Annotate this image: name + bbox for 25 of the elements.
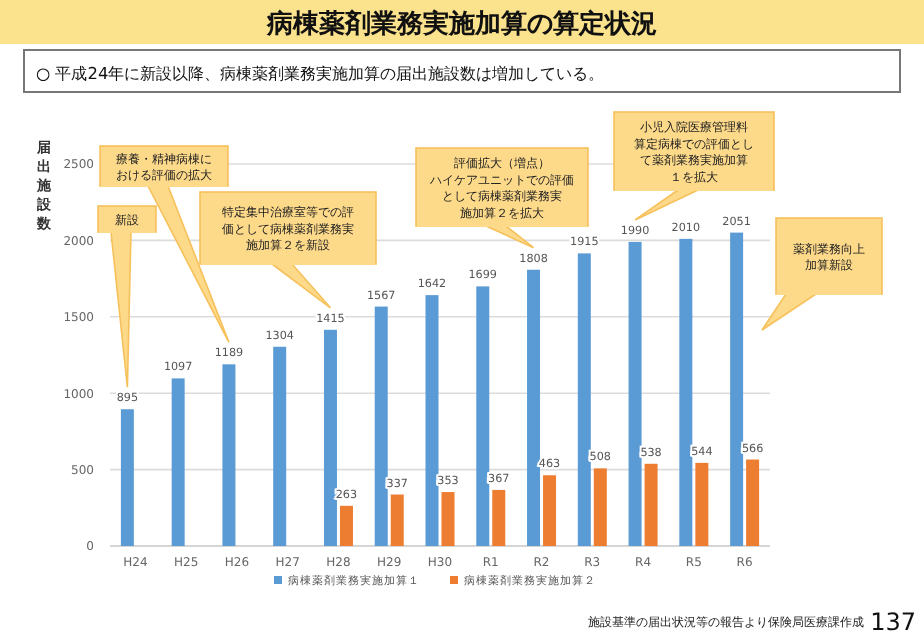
bar xyxy=(730,232,744,546)
chart-title: 病棟薬剤業務実施加算の算定状況 xyxy=(265,8,657,40)
bar xyxy=(120,409,134,546)
text: 137 xyxy=(870,608,916,636)
bar xyxy=(339,505,353,546)
bar xyxy=(577,253,591,546)
bar xyxy=(543,475,557,546)
bar xyxy=(746,459,760,546)
bar xyxy=(679,238,693,546)
bar xyxy=(695,462,709,546)
bar xyxy=(222,364,236,546)
chart-subtitle: ○ 平成24年に新設以降、病棟薬剤業務実施加算の届出施設数は増加している。 xyxy=(36,63,605,83)
bar xyxy=(323,329,337,546)
bar xyxy=(441,492,455,546)
bar xyxy=(527,269,541,546)
bar xyxy=(425,295,439,546)
bar xyxy=(492,489,506,546)
bar xyxy=(171,378,185,546)
bar xyxy=(628,241,642,546)
bar xyxy=(390,494,404,546)
bar xyxy=(374,306,388,546)
bar xyxy=(476,286,490,546)
bar xyxy=(593,468,607,546)
bar xyxy=(644,463,658,546)
bar xyxy=(273,346,287,546)
